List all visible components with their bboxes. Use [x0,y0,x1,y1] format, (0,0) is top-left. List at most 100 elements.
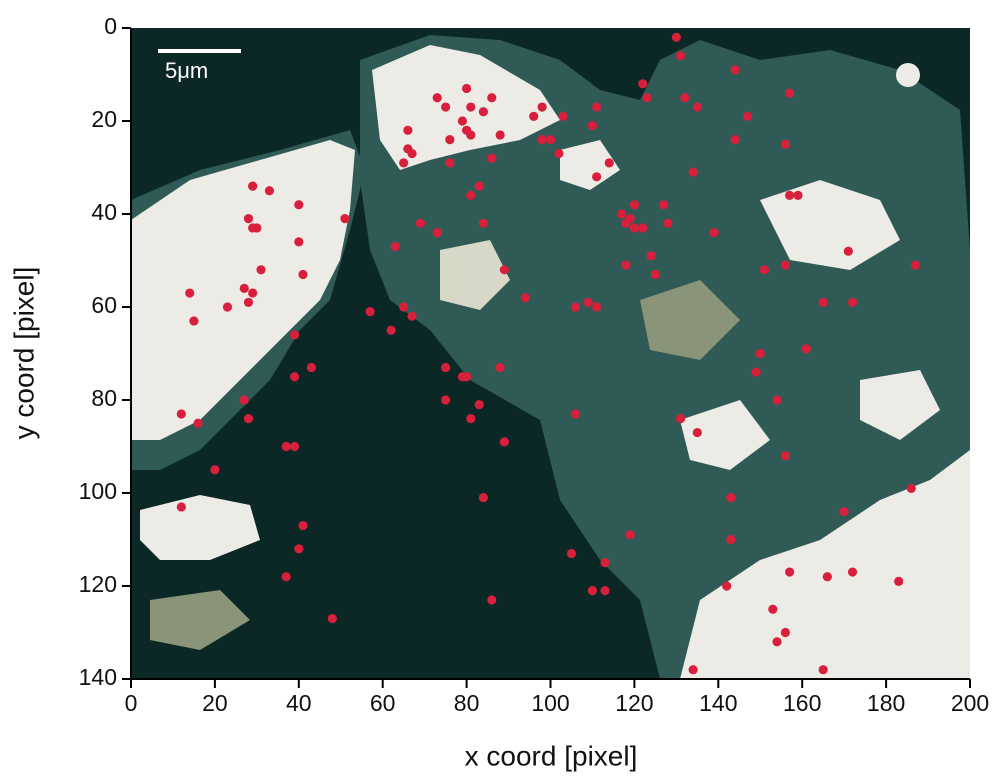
point [445,158,455,168]
point [722,581,732,591]
point [663,218,673,228]
x-tick-label: 100 [531,690,569,716]
point [390,241,400,252]
point [243,297,254,307]
point [432,228,442,238]
point [248,288,258,298]
point [793,190,803,200]
point [545,135,556,145]
point [692,102,702,112]
y-tick-label: 80 [91,385,117,411]
point [407,311,417,321]
y-tick-label: 0 [104,13,117,39]
point [692,427,702,438]
point [772,637,782,647]
point [478,218,488,228]
point [457,116,468,126]
point [294,237,304,247]
point [675,414,686,424]
point [466,414,476,424]
point [466,130,476,140]
point [239,395,249,405]
point [642,93,652,103]
point [281,441,291,452]
x-tick-label: 60 [370,690,396,716]
point [487,93,497,103]
point [256,265,266,275]
point [432,93,442,103]
point [327,613,337,624]
scale-label: 5μm [165,58,208,83]
point [822,572,832,582]
point [801,344,811,354]
y-tick-label: 20 [91,106,117,132]
point [571,409,581,419]
point [617,209,627,219]
point [243,214,254,224]
point [780,451,791,461]
point [638,223,648,233]
point [621,260,631,270]
point [894,576,904,586]
x-tick-label: 20 [202,690,228,716]
point [625,530,635,540]
point [399,302,409,312]
point [730,65,740,75]
y-axis-label: y coord [pixel] [8,267,39,440]
point [499,265,509,275]
point [671,32,681,42]
point [818,665,828,675]
point [407,148,417,159]
point [709,228,719,238]
point [587,586,598,596]
x-tick-label: 40 [286,690,312,716]
point [906,483,916,493]
point [495,362,505,373]
point [592,172,602,182]
point [462,83,472,94]
point [847,297,858,307]
point [248,223,258,233]
point [638,79,648,89]
point [843,246,853,256]
point [294,200,304,210]
point [210,465,220,475]
point [571,302,581,312]
point [365,307,375,317]
point [730,135,740,145]
point [474,400,484,410]
point [176,502,186,512]
point [466,190,476,200]
point [592,102,602,112]
point [780,627,791,638]
x-tick-label: 200 [951,690,989,716]
y-tick-label: 60 [91,292,117,318]
point [726,534,736,545]
point [604,158,614,168]
point [495,130,505,140]
point [583,297,593,307]
point [466,102,476,112]
point [659,200,669,210]
point [910,260,921,270]
point [248,181,258,191]
point [600,558,610,568]
point [768,604,778,614]
point [629,200,640,210]
point [340,214,350,224]
y-tick-label: 140 [79,664,117,690]
point [726,493,736,503]
point [566,548,577,559]
point [621,218,631,228]
point [675,51,686,61]
point [587,121,598,131]
point [759,265,770,275]
point [629,223,640,233]
point [185,288,195,298]
point [680,93,690,103]
point [499,437,509,447]
point [646,251,656,261]
point [441,395,451,405]
point [193,418,203,428]
point [839,507,849,517]
